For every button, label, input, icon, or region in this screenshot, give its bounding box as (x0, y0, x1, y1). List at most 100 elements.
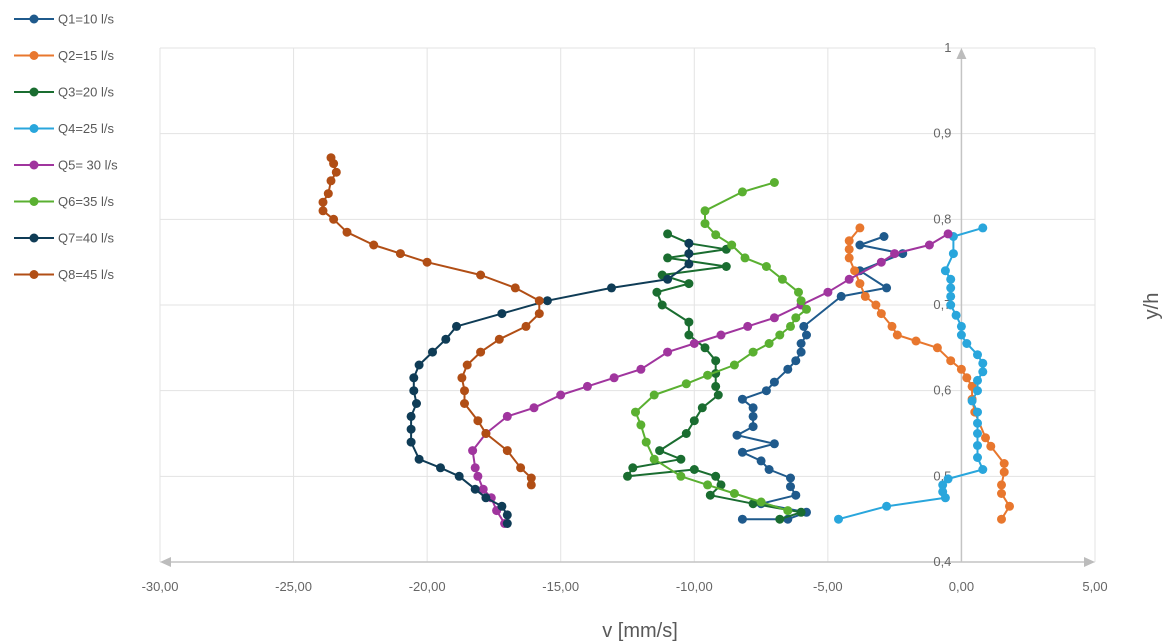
data-point (534, 296, 544, 306)
data-point (473, 471, 483, 481)
series-line (410, 243, 690, 524)
legend-entry: Q7=40 l/s (14, 231, 115, 246)
data-point (999, 467, 1009, 477)
data-point (521, 321, 531, 331)
x-tick-label: 0,00 (949, 579, 974, 594)
data-point (855, 223, 865, 233)
data-point (497, 309, 507, 319)
y-axis-up-arrow (956, 48, 967, 59)
legend-marker (29, 51, 39, 60)
data-point (318, 197, 328, 207)
x-axis-title: v [mm/s] (602, 620, 678, 642)
data-point (542, 296, 552, 306)
legend-label: Q1=10 l/s (58, 12, 115, 27)
data-point (997, 514, 1006, 524)
data-point (369, 240, 379, 250)
data-point (783, 506, 793, 516)
legend-label: Q5= 30 l/s (58, 158, 118, 173)
data-point (924, 240, 934, 250)
y-tick-label: 0,9 (933, 126, 951, 141)
x-tick-label: -20,00 (409, 579, 446, 594)
data-point (775, 514, 785, 524)
data-point (777, 274, 787, 284)
data-point (526, 480, 536, 490)
data-point (973, 453, 982, 462)
data-point (689, 465, 699, 474)
data-point (716, 330, 726, 340)
data-point (986, 441, 996, 451)
data-point (326, 153, 336, 163)
legend-label: Q2=15 l/s (58, 48, 115, 63)
data-point (823, 287, 833, 297)
data-point (978, 367, 988, 377)
data-point (943, 229, 953, 239)
data-point (956, 330, 966, 340)
data-point (876, 257, 886, 267)
data-point (855, 240, 865, 250)
data-point (769, 178, 779, 187)
data-point (716, 480, 726, 490)
data-point (887, 321, 897, 331)
x-tick-label: 5,00 (1082, 579, 1107, 594)
data-point (748, 347, 758, 357)
series-6 (631, 178, 811, 516)
y-tick-label: 1 (944, 40, 951, 55)
data-point (703, 480, 713, 490)
data-point (997, 489, 1006, 498)
series (318, 153, 1014, 528)
legend-entry: Q4=25 l/s (14, 121, 115, 136)
data-point (529, 403, 539, 413)
data-point (748, 422, 758, 432)
series-1 (732, 232, 908, 524)
data-point (697, 403, 707, 413)
data-point (956, 364, 966, 374)
legend-entry: Q8=45 l/s (14, 267, 115, 282)
legend-marker (29, 87, 39, 97)
data-point (844, 236, 854, 246)
data-point (663, 229, 673, 239)
series-4 (834, 223, 988, 524)
data-point (836, 291, 846, 301)
data-point (890, 249, 900, 259)
data-point (649, 390, 659, 400)
data-point (406, 424, 416, 434)
data-point (973, 418, 982, 428)
data-point (452, 321, 461, 331)
data-point (663, 274, 673, 284)
data-point (657, 300, 667, 310)
series-5 (468, 229, 953, 528)
data-point (609, 373, 619, 383)
data-point (457, 373, 467, 383)
x-axis-left-arrow (160, 557, 171, 567)
data-point (786, 321, 795, 331)
x-tick-label: -30,00 (142, 579, 179, 594)
data-point (414, 360, 424, 370)
data-point (938, 487, 948, 497)
series-3 (623, 229, 806, 524)
axes (160, 48, 1095, 567)
data-point (689, 339, 699, 348)
data-point (946, 291, 956, 301)
data-point (796, 339, 806, 348)
data-point (441, 334, 451, 344)
data-point (502, 446, 512, 456)
data-point (681, 429, 691, 438)
legend-marker (29, 124, 39, 133)
data-point (711, 230, 721, 240)
data-point (948, 249, 958, 259)
tick-labels: -30,00 -25,00 -20,00 -15,00 -10,00 -5,00 0,00 5… (142, 40, 1108, 594)
legend-entry: Q3=20 l/s (14, 85, 115, 100)
data-point (946, 356, 956, 366)
data-point (850, 266, 860, 276)
data-point (502, 510, 512, 520)
data-point (882, 501, 892, 511)
data-point (476, 347, 486, 357)
data-point (681, 379, 691, 389)
data-point (764, 339, 774, 348)
data-point (412, 399, 421, 408)
data-point (973, 429, 982, 438)
data-point (684, 330, 694, 340)
data-point (844, 244, 854, 254)
legend-label: Q7=40 l/s (58, 231, 115, 246)
data-point (786, 473, 795, 483)
